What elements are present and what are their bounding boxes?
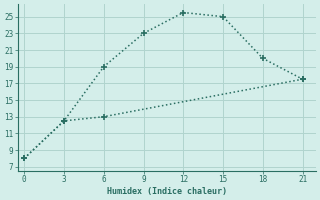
- X-axis label: Humidex (Indice chaleur): Humidex (Indice chaleur): [107, 187, 227, 196]
